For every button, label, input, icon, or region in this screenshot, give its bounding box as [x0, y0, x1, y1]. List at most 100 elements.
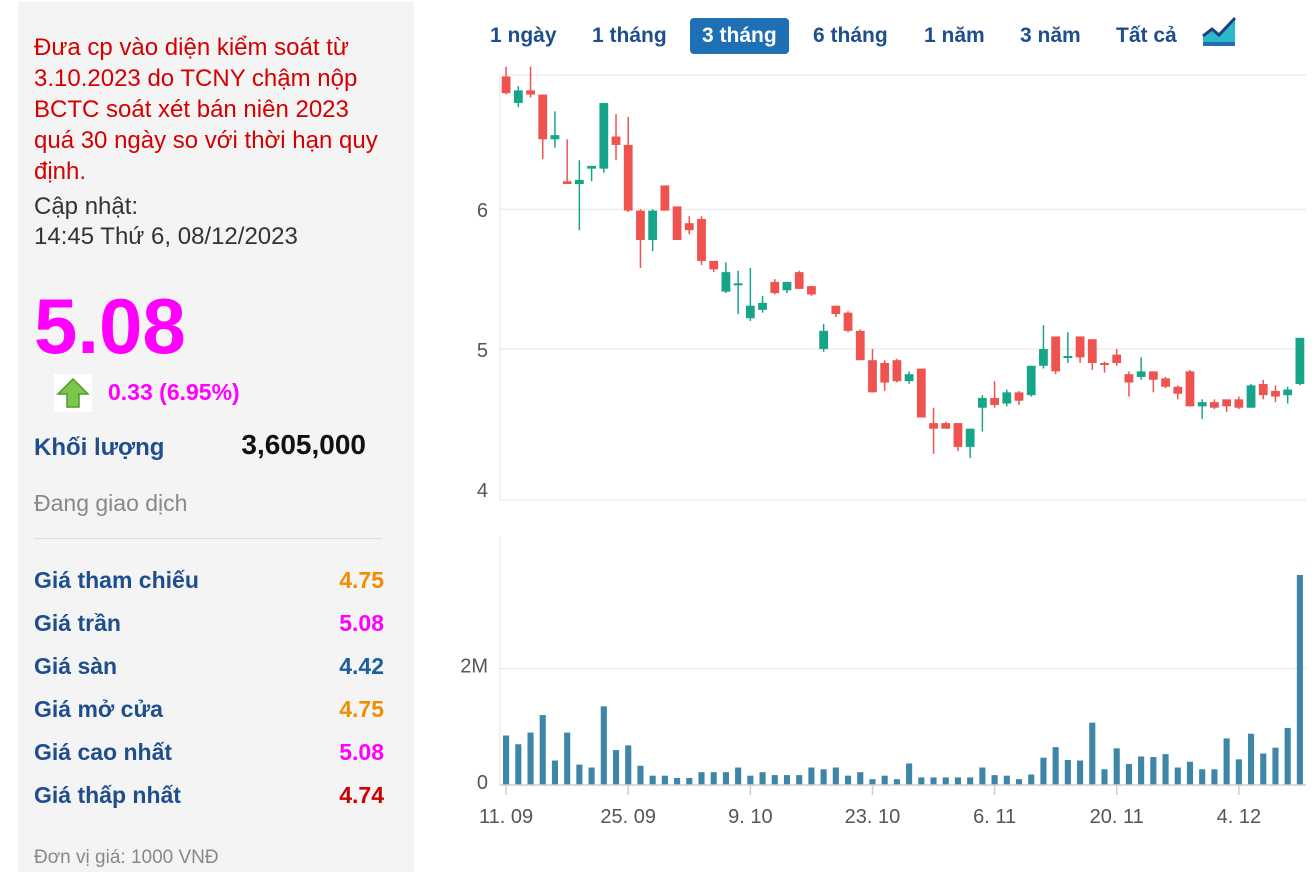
- candle: [599, 102, 609, 173]
- volume-bar: [1138, 756, 1145, 785]
- candle-body: [807, 286, 816, 295]
- x-tick-label: 23. 10: [845, 806, 901, 828]
- candle-body: [1234, 399, 1244, 408]
- candle-body: [636, 210, 645, 240]
- candle: [916, 368, 926, 418]
- up-arrow-icon: [54, 374, 92, 412]
- volume-bar: [661, 775, 668, 785]
- candle: [929, 407, 938, 454]
- candle: [953, 423, 963, 452]
- volume-bar: [967, 777, 974, 785]
- price-tick-label: 6: [477, 200, 488, 222]
- x-tick-label: 9. 10: [728, 806, 772, 828]
- candle-body: [623, 144, 633, 211]
- candle: [1002, 389, 1012, 407]
- candle: [941, 421, 951, 429]
- candle-body: [916, 368, 926, 418]
- x-tick-label: 4. 12: [1217, 806, 1261, 828]
- volume-bar: [698, 772, 705, 785]
- stat-label: Giá cao nhất: [34, 739, 173, 765]
- control-notice: Đưa cp vào diện kiểm soát từ 3.10.2023 d…: [34, 34, 378, 185]
- candle-body: [1136, 371, 1146, 377]
- volume-bar: [881, 775, 888, 785]
- candle-body: [1100, 362, 1109, 365]
- volume-bar: [722, 772, 729, 785]
- candle-body: [794, 272, 804, 289]
- volume-bar: [820, 769, 827, 785]
- volume-bar: [551, 760, 559, 785]
- volume-bar: [857, 772, 864, 785]
- volume-bar: [1077, 760, 1084, 785]
- price-grid: [499, 74, 1306, 501]
- stat-label: Giá sàn: [34, 653, 118, 679]
- volume-bar: [1125, 764, 1132, 785]
- candle: [745, 267, 755, 322]
- candle-body: [977, 397, 987, 408]
- stat-label: Giá thấp nhất: [34, 782, 181, 808]
- volume-bar: [674, 778, 681, 785]
- volume-bar: [1113, 748, 1120, 785]
- stat-ceiling-price: Giá trần 5.08: [34, 610, 384, 640]
- candlesticks: [501, 66, 1305, 459]
- range-1-year[interactable]: 1 năm: [924, 24, 985, 47]
- candle-body: [733, 283, 743, 286]
- volume-bars: [503, 575, 1303, 785]
- candle: [770, 279, 780, 295]
- candle-body: [709, 260, 719, 270]
- candle: [1258, 379, 1268, 400]
- candle: [562, 139, 572, 185]
- candle: [733, 270, 743, 315]
- candle: [1112, 349, 1122, 366]
- volume-bar: [759, 772, 766, 785]
- candle-body: [929, 423, 938, 429]
- volume-tick-label: 2M: [460, 656, 488, 678]
- volume-bar: [735, 767, 742, 785]
- candle: [892, 358, 902, 383]
- range-3-months[interactable]: 3 tháng: [690, 18, 789, 54]
- range-6-months[interactable]: 6 tháng: [813, 24, 888, 47]
- stat-label: Giá trần: [34, 610, 121, 636]
- candle-body: [1197, 402, 1207, 407]
- candle: [758, 295, 767, 313]
- candle: [501, 66, 511, 95]
- volume-bar: [832, 767, 839, 785]
- area-chart-icon[interactable]: [1202, 16, 1237, 48]
- volume-bar: [979, 767, 986, 785]
- volume-bar: [869, 779, 876, 785]
- volume-bar: [612, 750, 620, 785]
- x-axis: 11. 09 25. 09 9. 10 23. 10 6. 11 20. 11 4. 12: [479, 784, 1306, 828]
- range-all[interactable]: Tất cả: [1116, 24, 1177, 47]
- candle: [855, 329, 865, 361]
- candle-body: [880, 362, 890, 383]
- candle-body: [868, 360, 877, 393]
- range-1-day[interactable]: 1 ngày: [490, 24, 557, 47]
- stock-chart: 4 5 6 0 2M 11. 09 25. 09 9. 10 23. 10 6. 11 20. …: [460, 66, 1306, 828]
- candle: [977, 395, 987, 432]
- candle-body: [990, 397, 999, 405]
- stat-open-price: Giá mở cửa 4.75: [34, 696, 384, 726]
- price-axis-labels: 4 5 6: [477, 200, 488, 502]
- stat-value: 4.75: [339, 696, 384, 722]
- candle-body: [1124, 374, 1134, 383]
- candle-body: [819, 330, 829, 350]
- volume-bar: [783, 775, 791, 785]
- candle-body: [843, 312, 853, 331]
- candle-body: [672, 206, 682, 240]
- candle-body: [892, 360, 902, 382]
- candle: [1026, 365, 1036, 397]
- price-tick-label: 4: [477, 480, 488, 502]
- volume-bar: [918, 777, 925, 785]
- candle-body: [855, 330, 865, 361]
- range-3-years[interactable]: 3 năm: [1020, 24, 1081, 47]
- range-1-month[interactable]: 1 tháng: [592, 24, 667, 47]
- candle-body: [1271, 390, 1280, 397]
- candle: [1124, 371, 1134, 397]
- volume-bar: [515, 744, 522, 785]
- candle-body: [1075, 336, 1085, 358]
- candle-body: [782, 281, 792, 291]
- volume-bar: [1052, 747, 1059, 785]
- candle-body: [1210, 402, 1219, 408]
- candle: [1063, 332, 1073, 363]
- volume-bar: [1247, 733, 1255, 785]
- quote-panel: Đưa cp vào diện kiểm soát từ 3.10.2023 d…: [18, 2, 414, 872]
